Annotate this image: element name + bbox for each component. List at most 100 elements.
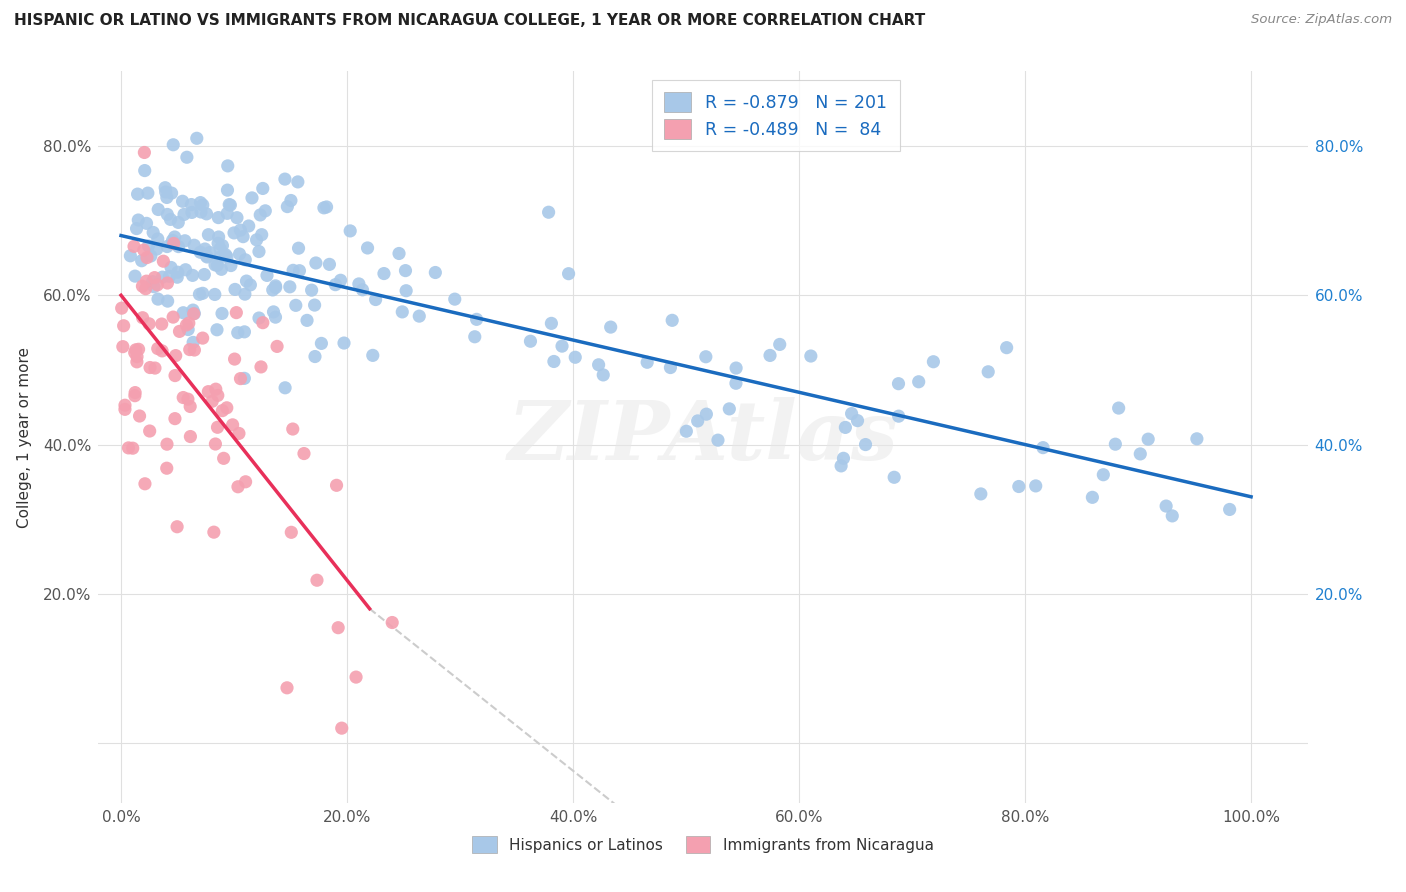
Point xyxy=(278,280,301,294)
Point xyxy=(887,376,910,391)
Point xyxy=(305,256,328,270)
Point xyxy=(588,358,610,372)
Point xyxy=(181,335,204,350)
Point xyxy=(156,190,179,204)
Point xyxy=(139,360,162,375)
Point xyxy=(125,355,148,369)
Point xyxy=(201,394,224,409)
Point xyxy=(207,236,229,251)
Point xyxy=(304,298,326,312)
Point xyxy=(190,205,212,219)
Point xyxy=(233,287,256,301)
Point xyxy=(146,277,169,292)
Point xyxy=(361,348,384,362)
Point xyxy=(1032,441,1054,455)
Point xyxy=(1104,437,1126,451)
Point xyxy=(156,437,179,451)
Point xyxy=(212,451,235,466)
Point xyxy=(274,381,297,395)
Point xyxy=(124,385,146,400)
Point xyxy=(800,349,823,363)
Point xyxy=(172,306,194,320)
Point xyxy=(240,191,263,205)
Point xyxy=(287,241,309,255)
Point xyxy=(846,414,869,428)
Point xyxy=(233,252,256,267)
Point xyxy=(148,202,170,217)
Point xyxy=(179,400,201,414)
Point xyxy=(344,670,367,684)
Point xyxy=(163,411,186,425)
Point xyxy=(970,487,993,501)
Point xyxy=(146,242,169,256)
Point xyxy=(125,221,148,235)
Point xyxy=(551,339,574,353)
Point xyxy=(304,350,326,364)
Point xyxy=(163,236,186,251)
Point xyxy=(152,270,174,285)
Point xyxy=(995,341,1018,355)
Point xyxy=(1025,479,1047,493)
Point xyxy=(330,721,353,735)
Point xyxy=(135,282,157,296)
Point xyxy=(172,391,194,405)
Point xyxy=(301,283,323,297)
Point xyxy=(198,245,221,260)
Point xyxy=(197,384,219,399)
Point xyxy=(564,351,586,365)
Point xyxy=(114,402,136,417)
Point xyxy=(207,230,229,244)
Point xyxy=(155,185,177,199)
Point xyxy=(540,317,562,331)
Point xyxy=(218,197,240,211)
Point xyxy=(832,451,855,466)
Point xyxy=(204,258,226,272)
Point xyxy=(834,420,856,434)
Point xyxy=(176,318,198,332)
Point xyxy=(195,249,218,263)
Point xyxy=(146,292,169,306)
Point xyxy=(226,211,249,225)
Point xyxy=(659,360,682,375)
Point xyxy=(204,287,226,301)
Point xyxy=(769,337,792,351)
Point xyxy=(156,294,179,309)
Point xyxy=(114,398,136,412)
Point xyxy=(373,267,395,281)
Point xyxy=(177,316,200,330)
Point xyxy=(183,238,205,252)
Point xyxy=(177,392,200,406)
Point xyxy=(180,205,202,219)
Point xyxy=(111,340,134,354)
Point xyxy=(464,330,486,344)
Point xyxy=(229,371,252,385)
Point xyxy=(318,257,340,271)
Point xyxy=(143,279,166,293)
Point xyxy=(263,305,285,319)
Point xyxy=(117,441,139,455)
Point xyxy=(191,286,214,301)
Point xyxy=(226,480,249,494)
Point xyxy=(276,681,298,695)
Point xyxy=(537,205,560,219)
Point xyxy=(333,336,356,351)
Point xyxy=(135,216,157,230)
Point xyxy=(887,409,910,424)
Point xyxy=(295,313,318,327)
Point xyxy=(211,403,233,417)
Point xyxy=(264,280,287,294)
Point xyxy=(247,244,270,259)
Point xyxy=(1154,499,1177,513)
Point xyxy=(264,310,287,325)
Point xyxy=(205,323,228,337)
Point xyxy=(136,186,159,200)
Point xyxy=(112,318,135,333)
Point xyxy=(388,246,411,260)
Point xyxy=(160,186,183,200)
Point xyxy=(134,145,156,160)
Point xyxy=(128,409,150,423)
Point xyxy=(209,242,232,256)
Point xyxy=(159,212,181,227)
Point xyxy=(246,233,269,247)
Point xyxy=(173,234,195,248)
